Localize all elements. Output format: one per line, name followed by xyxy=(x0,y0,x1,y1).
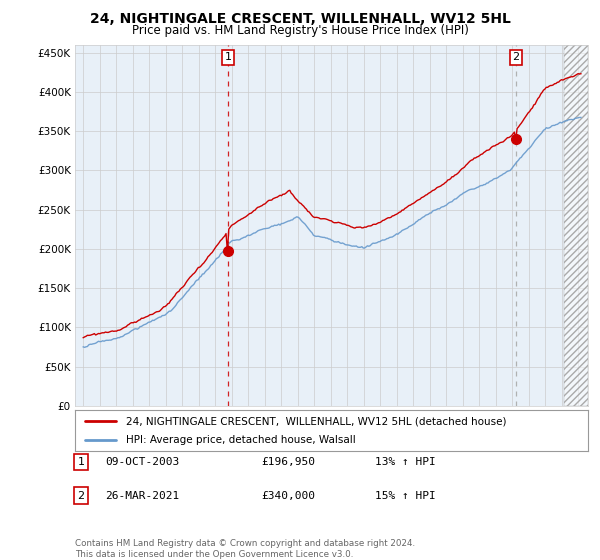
Text: 2: 2 xyxy=(77,491,85,501)
Text: 1: 1 xyxy=(77,457,85,467)
Text: 24, NIGHTINGALE CRESCENT,  WILLENHALL, WV12 5HL (detached house): 24, NIGHTINGALE CRESCENT, WILLENHALL, WV… xyxy=(127,417,507,426)
Text: Price paid vs. HM Land Registry's House Price Index (HPI): Price paid vs. HM Land Registry's House … xyxy=(131,24,469,36)
Text: 13% ↑ HPI: 13% ↑ HPI xyxy=(375,457,436,467)
Text: 09-OCT-2003: 09-OCT-2003 xyxy=(105,457,179,467)
Text: HPI: Average price, detached house, Walsall: HPI: Average price, detached house, Wals… xyxy=(127,435,356,445)
Text: 26-MAR-2021: 26-MAR-2021 xyxy=(105,491,179,501)
Text: 2: 2 xyxy=(512,53,520,63)
Text: Contains HM Land Registry data © Crown copyright and database right 2024.
This d: Contains HM Land Registry data © Crown c… xyxy=(75,539,415,559)
Text: £196,950: £196,950 xyxy=(261,457,315,467)
Text: 24, NIGHTINGALE CRESCENT, WILLENHALL, WV12 5HL: 24, NIGHTINGALE CRESCENT, WILLENHALL, WV… xyxy=(89,12,511,26)
Text: 1: 1 xyxy=(224,53,232,63)
Text: £340,000: £340,000 xyxy=(261,491,315,501)
Text: 15% ↑ HPI: 15% ↑ HPI xyxy=(375,491,436,501)
